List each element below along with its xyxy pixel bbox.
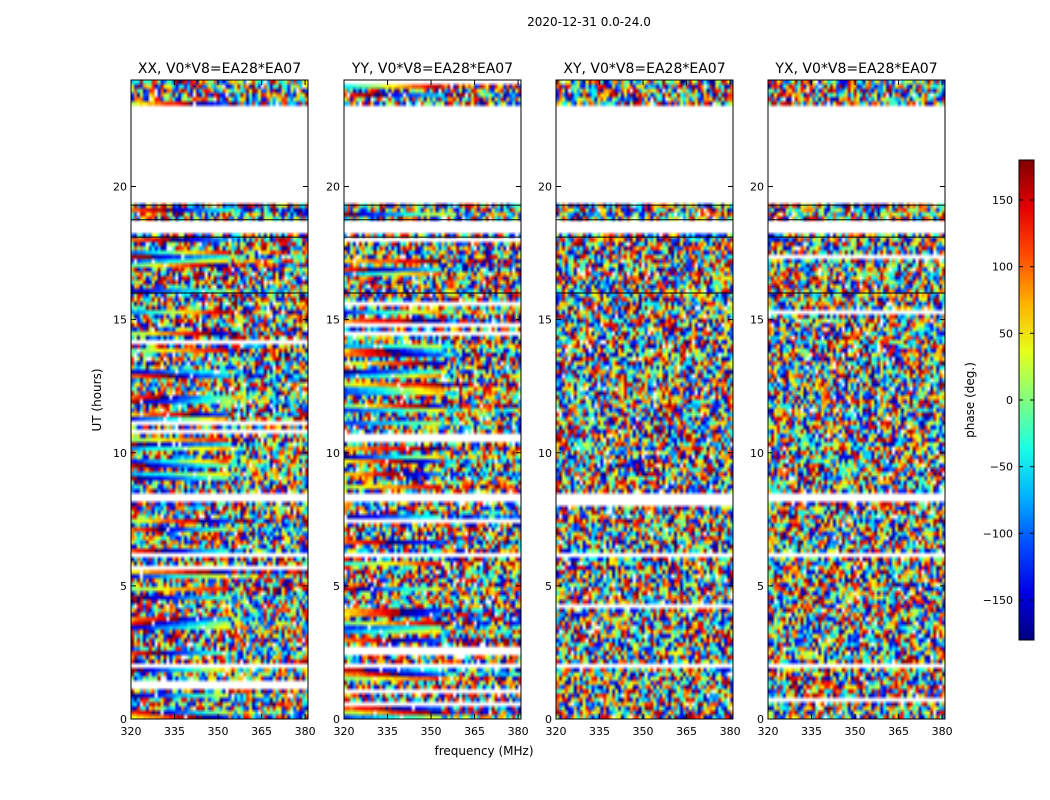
y-tick-label: 10 — [326, 447, 340, 460]
colorbar-tick-label: −100 — [983, 527, 1013, 540]
x-tick-label: 365 — [464, 725, 485, 738]
colorbar-label: phase (deg.) — [963, 362, 977, 438]
y-tick-label: 0 — [333, 713, 340, 726]
y-tick-label: 10 — [538, 447, 552, 460]
figure-title: 2020-12-31 0.0-24.0 — [527, 15, 651, 29]
x-tick-label: 320 — [121, 725, 142, 738]
panel-title: YX, V0*V8=EA28*EA07 — [774, 61, 937, 77]
y-tick-label: 10 — [750, 447, 764, 460]
x-tick-label: 380 — [720, 725, 741, 738]
panel-yy: YY, V0*V8=EA28*EA07 0 5 10 15 20 320 335 350 365 3… — [326, 61, 529, 738]
colorbar-tick-label: 0 — [1006, 394, 1013, 407]
y-tick-label: 20 — [750, 181, 764, 194]
x-tick-label: 365 — [676, 725, 697, 738]
x-tick-label: 350 — [633, 725, 654, 738]
x-tick-label: 350 — [845, 725, 866, 738]
panel-title: XX, V0*V8=EA28*EA07 — [138, 61, 301, 77]
panel-title: XY, V0*V8=EA28*EA07 — [563, 61, 725, 77]
y-tick-label: 5 — [333, 580, 340, 593]
colorbar: 150 100 50 0 −50 −100 −150 — [983, 159, 1035, 641]
axes-frame — [767, 79, 946, 720]
x-tick-label: 335 — [801, 725, 822, 738]
x-tick-label: 320 — [334, 725, 355, 738]
heatmap-image-xx — [131, 80, 308, 719]
y-tick-label: 20 — [538, 181, 552, 194]
y-axis-label: UT (hours) — [90, 368, 104, 431]
x-tick-label: 320 — [758, 725, 779, 738]
panel-yx: YX, V0*V8=EA28*EA07 0 5 10 15 20 320 335 350 365 3… — [750, 61, 953, 738]
y-tick-label: 20 — [326, 181, 340, 194]
colorbar-tick-label: −150 — [983, 594, 1013, 607]
colorbar-tick-label: 50 — [999, 327, 1013, 340]
axes-frame — [343, 79, 522, 720]
heatmap-image-yy — [344, 80, 521, 719]
colorbar-gradient — [1019, 160, 1034, 640]
y-tick-label: 20 — [113, 181, 127, 194]
x-tick-label: 335 — [164, 725, 185, 738]
y-tick-label: 5 — [545, 580, 552, 593]
x-tick-label: 380 — [508, 725, 529, 738]
heatmap-image-yx — [768, 80, 945, 719]
colorbar-tick-label: 100 — [992, 261, 1013, 274]
x-tick-label: 365 — [251, 725, 272, 738]
axes-frame — [130, 79, 309, 720]
x-tick-label: 365 — [888, 725, 909, 738]
y-tick-label: 15 — [113, 314, 127, 327]
panel-xx: XX, V0*V8=EA28*EA07 0 5 10 15 20 320 335 350 365 3… — [113, 61, 316, 738]
y-tick-label: 10 — [113, 447, 127, 460]
y-tick-label: 15 — [750, 314, 764, 327]
x-tick-label: 350 — [421, 725, 442, 738]
y-tick-label: 0 — [545, 713, 552, 726]
x-tick-label: 335 — [589, 725, 610, 738]
colorbar-tick-label: 150 — [992, 194, 1013, 207]
y-tick-label: 5 — [757, 580, 764, 593]
panel-xy: XY, V0*V8=EA28*EA07 0 5 10 15 20 320 335 350 365 3… — [538, 61, 741, 738]
y-tick-label: 5 — [120, 580, 127, 593]
y-tick-label: 15 — [538, 314, 552, 327]
y-tick-label: 15 — [326, 314, 340, 327]
y-tick-label: 0 — [757, 713, 764, 726]
x-tick-label: 335 — [377, 725, 398, 738]
x-tick-label: 380 — [295, 725, 316, 738]
x-tick-label: 380 — [932, 725, 953, 738]
panels: XX, V0*V8=EA28*EA07 0 5 10 15 20 320 335 350 365 3… — [113, 61, 953, 738]
x-tick-label: 320 — [546, 725, 567, 738]
axes-frame — [555, 79, 734, 720]
y-tick-label: 0 — [120, 713, 127, 726]
panel-title: YY, V0*V8=EA28*EA07 — [351, 61, 513, 77]
x-tick-label: 350 — [208, 725, 229, 738]
heatmap-image-xy — [556, 80, 733, 719]
x-axis-label: frequency (MHz) — [434, 744, 533, 758]
colorbar-tick-label: −50 — [990, 461, 1013, 474]
